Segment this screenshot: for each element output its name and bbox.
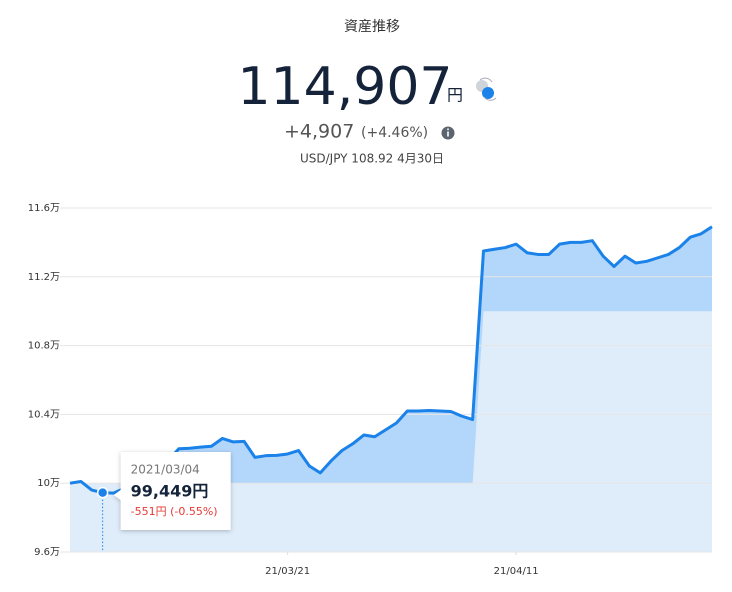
x-tick-label: 21/03/21 [265, 566, 310, 577]
y-tick-label: 10万 [37, 478, 60, 489]
tooltip-date: 2021/03/04 [131, 463, 200, 477]
currency-icon[interactable] [476, 77, 497, 101]
change-percent: (+4.46%) [361, 125, 428, 141]
value-line [69, 225, 713, 495]
y-tick-label: 11.6万 [28, 203, 60, 214]
chart-title: 資産推移 [344, 19, 400, 35]
tooltip-box [113, 452, 231, 530]
y-tick-label: 10.8万 [28, 341, 60, 352]
fx-note: USD/JPY 108.92 4月30日 [300, 152, 444, 166]
total-value: 114,907 [237, 57, 452, 117]
total-unit: 円 [447, 86, 463, 105]
info-icon[interactable] [441, 126, 455, 140]
y-tick-label: 11.2万 [28, 272, 60, 283]
y-tick-label: 10.4万 [28, 409, 60, 420]
change-value: +4,907 [284, 121, 354, 143]
tooltip-value: 99,449円 [131, 482, 209, 501]
y-tick-label: 9.6万 [34, 547, 60, 558]
x-tick-label: 21/04/11 [494, 566, 539, 577]
tooltip-change: -551円 (-0.55%) [131, 505, 218, 518]
hover-point [96, 486, 109, 499]
